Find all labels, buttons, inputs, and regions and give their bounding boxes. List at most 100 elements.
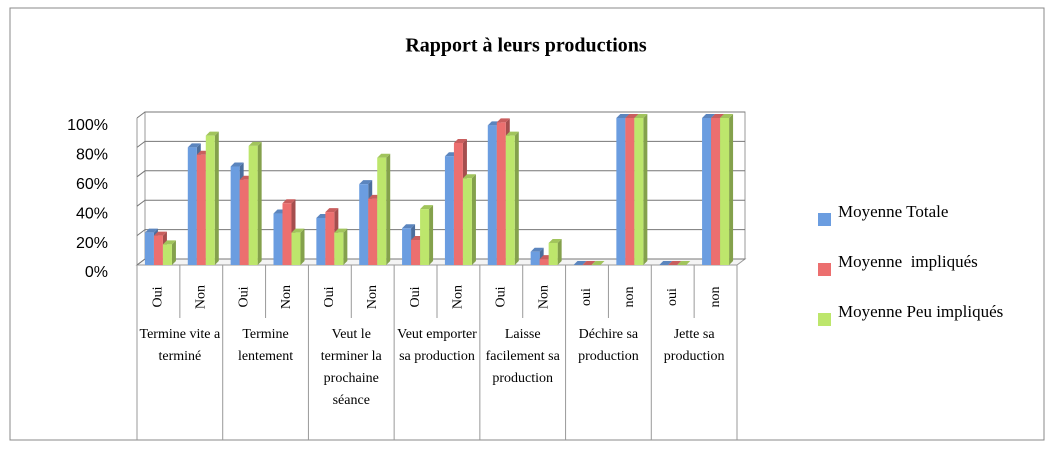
bar-top	[377, 153, 391, 158]
bar-top	[282, 199, 296, 204]
x-tick-label: non	[622, 287, 637, 308]
floor	[135, 258, 747, 266]
bar-top	[625, 114, 639, 118]
bar-side	[343, 228, 348, 265]
bar	[420, 209, 430, 265]
y-tick-label: 100%	[67, 117, 108, 134]
bar	[144, 232, 154, 265]
bar	[402, 228, 412, 265]
bar	[273, 213, 283, 265]
bar	[444, 156, 454, 265]
group-label: Déchire sa production	[578, 327, 639, 364]
x-tick-label: Oui	[494, 286, 509, 307]
bar-top	[334, 228, 348, 233]
x-tick-label: Non	[536, 285, 551, 309]
bar	[625, 118, 635, 265]
bar-side	[471, 174, 476, 265]
bar-top	[634, 114, 648, 118]
bar	[411, 240, 421, 265]
bar	[539, 259, 549, 265]
bar-top	[162, 240, 176, 245]
bar-top	[453, 138, 467, 143]
bar	[230, 166, 240, 265]
bar	[162, 244, 172, 265]
bar-top	[505, 131, 519, 136]
y-tick-label: 40%	[76, 205, 108, 222]
bar-top	[677, 261, 691, 265]
legend-label: Moyenne Peu impliqués	[838, 302, 1003, 321]
legend-swatch	[818, 263, 831, 276]
x-tick-label: Non	[279, 285, 294, 309]
x-tick-label: Oui	[322, 286, 337, 307]
group-label: Termine vite a terminé	[139, 327, 221, 364]
y-tick-label: 80%	[76, 147, 108, 164]
bar	[453, 142, 463, 265]
chart-frame	[9, 7, 1045, 441]
grid-line	[136, 140, 745, 148]
bar-side	[171, 240, 176, 265]
bar-top	[205, 131, 219, 136]
bar	[377, 157, 387, 265]
x-tick-label: Non	[365, 285, 380, 309]
y-tick-label: 0%	[85, 264, 108, 281]
bar	[205, 135, 215, 265]
legend-swatch	[818, 313, 831, 326]
bar-top	[591, 261, 605, 265]
x-tick-label: oui	[579, 288, 594, 306]
bar-top	[230, 162, 244, 167]
x-tick-label: Oui	[151, 286, 166, 307]
bar-side	[729, 114, 734, 265]
y-tick-label: 20%	[76, 235, 108, 252]
group-label: Termine lentement	[237, 327, 294, 364]
group-label: Laisse facilement sa production	[485, 327, 560, 386]
bar-side	[514, 131, 519, 265]
legend-swatch	[818, 213, 831, 226]
bar-top	[325, 208, 339, 213]
grid-line	[136, 170, 745, 178]
bar	[616, 118, 626, 265]
bar-side	[643, 114, 648, 265]
bar	[282, 203, 292, 265]
bar-top	[616, 114, 630, 118]
bar	[487, 125, 497, 265]
bar	[702, 118, 712, 265]
bar-top	[659, 261, 673, 265]
bar-top	[668, 261, 682, 265]
bar-top	[420, 205, 434, 210]
x-tick-label: oui	[665, 288, 680, 306]
bar	[720, 118, 730, 265]
bar	[248, 145, 258, 265]
grid-line	[136, 199, 745, 207]
bar-top	[582, 261, 596, 265]
bar-top	[711, 114, 725, 118]
bar-top	[530, 247, 544, 252]
x-tick-label: Non	[451, 285, 466, 309]
bar	[239, 179, 249, 265]
bar	[530, 251, 540, 265]
bar-side	[386, 153, 391, 265]
bar	[196, 154, 206, 265]
bar	[153, 235, 163, 265]
group-label: Veut emporter sa production	[397, 327, 477, 364]
bar	[291, 232, 301, 265]
group-label: Jette sa production	[663, 327, 725, 364]
bar-top	[153, 231, 167, 236]
bar-top	[359, 180, 373, 185]
bar	[462, 178, 472, 265]
x-tick-label: Non	[194, 285, 209, 309]
y-tick-label: 60%	[76, 176, 108, 193]
bar-top	[496, 118, 510, 123]
bar-top	[702, 114, 716, 118]
bar-top	[462, 174, 476, 179]
bar	[187, 147, 197, 265]
bar	[359, 184, 369, 265]
bar-top	[548, 238, 562, 243]
bar	[334, 232, 344, 265]
bar-top	[291, 228, 305, 233]
legend-label: Moyenne Totale	[838, 202, 948, 221]
bar	[496, 122, 506, 265]
bar	[316, 217, 326, 265]
bar-top	[573, 261, 587, 265]
legend-label: Moyenne impliqués	[838, 252, 978, 271]
grid-line	[136, 229, 745, 237]
